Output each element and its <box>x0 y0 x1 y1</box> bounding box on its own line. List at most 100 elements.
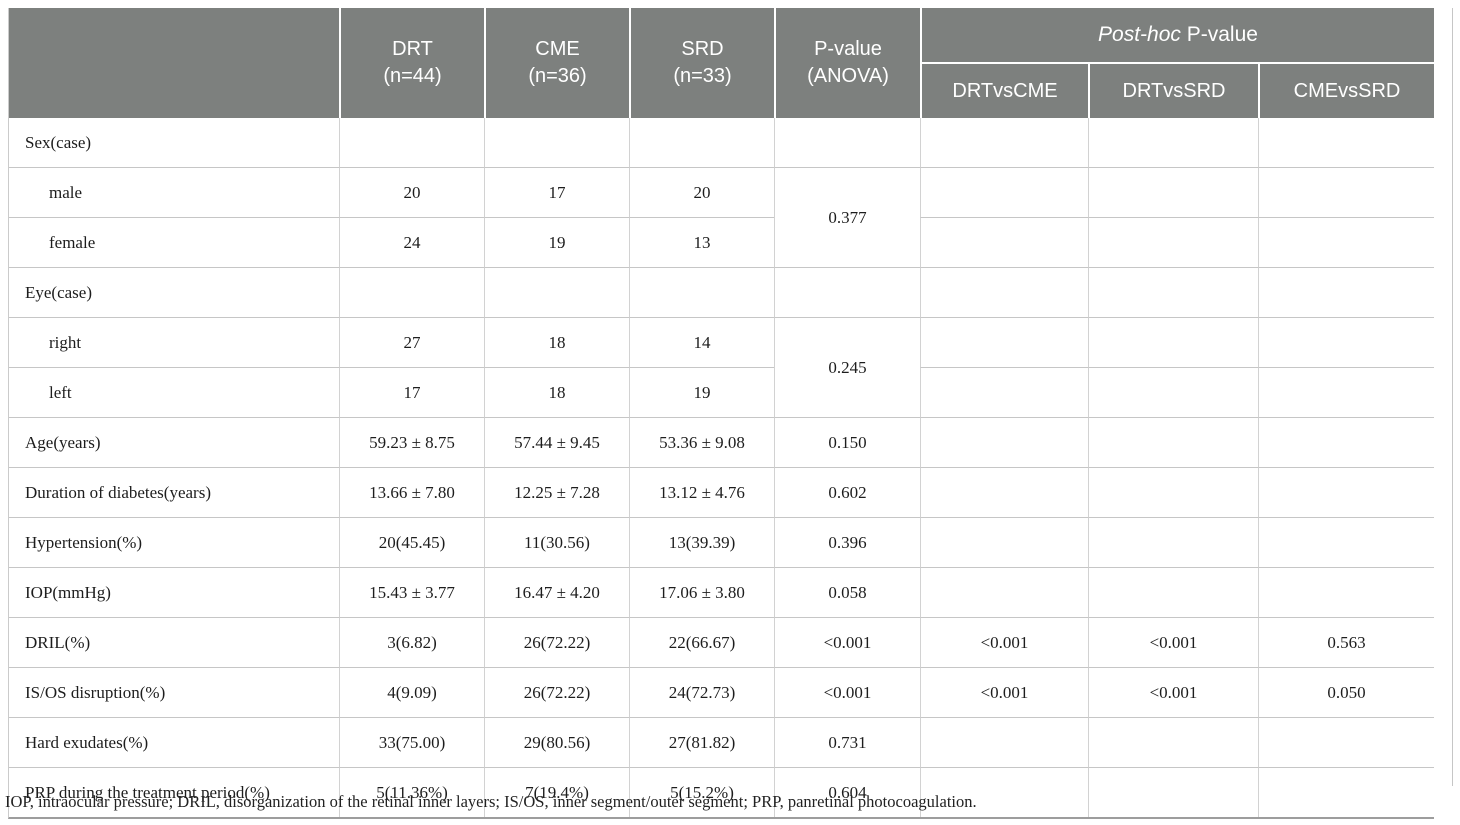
value-cell <box>484 118 629 168</box>
value-cell: 27(81.82) <box>629 718 774 768</box>
posthoc-pvalue-cell <box>920 518 1088 568</box>
posthoc-pvalue-cell <box>1258 718 1434 768</box>
table-row: left 17 18 19 <box>9 368 1434 418</box>
col-header-drt: DRT (n=44) <box>339 8 484 118</box>
anova-pvalue-cell <box>774 268 920 318</box>
row-label: female <box>9 218 339 268</box>
value-cell: 16.47 ± 4.20 <box>484 568 629 618</box>
table-row: right 27 18 14 0.245 <box>9 318 1434 418</box>
row-label: Age(years) <box>9 418 339 468</box>
posthoc-pvalue-cell <box>1088 518 1258 568</box>
posthoc-pvalue-cell <box>1258 568 1434 618</box>
posthoc-pvalue-cell <box>920 568 1088 618</box>
value-cell: 26(72.22) <box>484 618 629 668</box>
value-cell: 4(9.09) <box>339 668 484 718</box>
value-cell: 29(80.56) <box>484 718 629 768</box>
value-cell: 11(30.56) <box>484 518 629 568</box>
col-header-line1: SRD <box>681 38 724 60</box>
posthoc-pvalue-cell <box>1088 418 1258 468</box>
col-header-line2: (n=36) <box>528 65 587 87</box>
posthoc-pvalue-cell: 0.563 <box>1258 618 1434 668</box>
posthoc-pvalue-cell <box>920 118 1088 168</box>
posthoc-pvalue-cell <box>1088 718 1258 768</box>
anova-pvalue-cell: <0.001 <box>774 668 920 718</box>
col-header-line1: P-value <box>814 38 882 60</box>
posthoc-title-rest: P-value <box>1180 22 1258 46</box>
value-cell: 18 <box>484 368 629 418</box>
table-row: Eye(case) <box>9 268 1434 318</box>
posthoc-pvalue-cell: <0.001 <box>1088 668 1258 718</box>
posthoc-pvalue-cell <box>1258 218 1434 268</box>
value-cell: 13.66 ± 7.80 <box>339 468 484 518</box>
col-header-pvalue-anova: P-value (ANOVA) <box>774 8 920 118</box>
posthoc-pvalue-cell <box>1088 168 1258 218</box>
table-body: Sex(case) male 20 17 20 0.377 female 24 19 13 Eye(… <box>9 118 1434 817</box>
posthoc-pvalue-cell <box>1088 368 1258 418</box>
value-cell: 22(66.67) <box>629 618 774 668</box>
table-row: Hypertension(%) 20(45.45) 11(30.56) 13(39.3… <box>9 518 1434 568</box>
value-cell: 7(19.4%) <box>484 768 629 817</box>
anova-pvalue-cell <box>774 118 920 168</box>
value-cell: 5(15.2%) <box>629 768 774 817</box>
col-header-srd: SRD (n=33) <box>629 8 774 118</box>
col-header-line2: (n=44) <box>383 65 442 87</box>
table-right-border-rule <box>1452 8 1453 786</box>
posthoc-pvalue-cell <box>920 368 1088 418</box>
posthoc-pvalue-cell <box>1088 468 1258 518</box>
value-cell: 17.06 ± 3.80 <box>629 568 774 618</box>
anova-pvalue-cell: 0.245 <box>774 318 920 418</box>
posthoc-pvalue-cell: <0.001 <box>1088 618 1258 668</box>
value-cell: 14 <box>629 318 774 368</box>
row-label: right <box>9 318 339 368</box>
posthoc-pvalue-cell <box>920 168 1088 218</box>
table-header: DRT (n=44) CME (n=36) SRD (n=33) P-value… <box>9 8 1434 118</box>
row-label: Duration of diabetes(years) <box>9 468 339 518</box>
posthoc-pvalue-cell <box>1088 118 1258 168</box>
col-header-line1: DRT <box>392 38 433 60</box>
posthoc-title-italic: Post-hoc <box>1098 22 1181 46</box>
table-row: Duration of diabetes(years) 13.66 ± 7.80 1… <box>9 468 1434 518</box>
row-label: DRIL(%) <box>9 618 339 668</box>
value-cell: 20 <box>629 168 774 218</box>
value-cell: 27 <box>339 318 484 368</box>
col-header-drt-vs-srd: DRTvsSRD <box>1088 64 1258 118</box>
value-cell: 12.25 ± 7.28 <box>484 468 629 518</box>
col-header-line2: (ANOVA) <box>807 65 889 87</box>
value-cell: 13 <box>629 218 774 268</box>
posthoc-pvalue-cell <box>1258 368 1434 418</box>
value-cell: 13(39.39) <box>629 518 774 568</box>
value-cell: 19 <box>629 368 774 418</box>
value-cell: 20 <box>339 168 484 218</box>
table-row: Sex(case) <box>9 118 1434 168</box>
value-cell <box>629 268 774 318</box>
posthoc-pvalue-cell <box>1088 218 1258 268</box>
value-cell <box>484 268 629 318</box>
table-row: male 20 17 20 0.377 <box>9 168 1434 268</box>
anova-pvalue-cell: 0.058 <box>774 568 920 618</box>
posthoc-pvalue-cell <box>920 318 1088 368</box>
value-cell: 17 <box>339 368 484 418</box>
value-cell: 57.44 ± 9.45 <box>484 418 629 468</box>
row-label: IS/OS disruption(%) <box>9 668 339 718</box>
row-label: Sex(case) <box>9 118 339 168</box>
value-cell: 26(72.22) <box>484 668 629 718</box>
table-row: IS/OS disruption(%) 4(9.09) 26(72.22) 24(72… <box>9 668 1434 718</box>
anova-pvalue-cell: <0.001 <box>774 618 920 668</box>
posthoc-pvalue-cell <box>1258 768 1434 817</box>
row-label: IOP(mmHg) <box>9 568 339 618</box>
posthoc-pvalue-cell <box>1088 768 1258 817</box>
anova-pvalue-cell: 0.396 <box>774 518 920 568</box>
table-row: PRP during the treatment period(%) 5(11.3… <box>9 768 1434 817</box>
value-cell: 17 <box>484 168 629 218</box>
anova-pvalue-cell: 0.150 <box>774 418 920 468</box>
table-container: DRT (n=44) CME (n=36) SRD (n=33) P-value… <box>8 8 1434 819</box>
posthoc-pvalue-cell <box>1258 468 1434 518</box>
value-cell: 59.23 ± 8.75 <box>339 418 484 468</box>
posthoc-pvalue-cell <box>920 468 1088 518</box>
posthoc-pvalue-cell <box>920 718 1088 768</box>
value-cell <box>339 118 484 168</box>
table-row: female 24 19 13 <box>9 218 1434 268</box>
posthoc-pvalue-cell <box>1258 268 1434 318</box>
anova-pvalue-cell: 0.602 <box>774 468 920 518</box>
